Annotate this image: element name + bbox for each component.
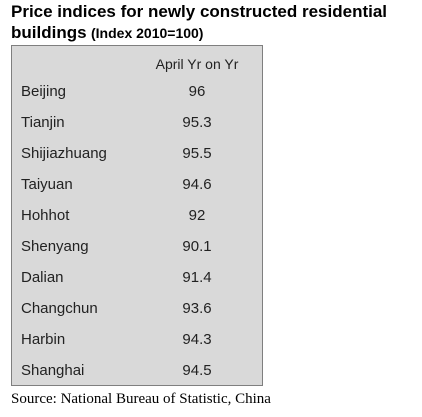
table-row: Changchun 93.6 — [12, 294, 262, 325]
index-value: 92 — [188, 207, 206, 224]
chart-title-main: Price indices for newly constructed resi… — [11, 2, 388, 42]
chart-title: Price indices for newly constructed resi… — [11, 2, 421, 44]
city-label: Taiyuan — [21, 176, 73, 193]
city-label: Shanghai — [21, 362, 85, 379]
city-label: Shenyang — [21, 238, 89, 255]
index-value: 90.1 — [182, 238, 212, 255]
index-value: 94.5 — [182, 362, 212, 379]
city-label: Beijing — [21, 83, 67, 100]
table-row: Taiyuan 94.6 — [12, 170, 262, 201]
city-label: Harbin — [21, 331, 66, 348]
city-label: Hohhot — [21, 207, 70, 224]
index-value: 96 — [188, 83, 206, 100]
table-row: Shijiazhuang 95.5 — [12, 139, 262, 170]
data-table: April Yr on Yr Beijing 96 Tianjin 95.3 Shiji… — [11, 45, 263, 386]
city-label: Dalian — [21, 269, 64, 286]
index-value: 91.4 — [182, 269, 212, 286]
chart-subtitle: (Index 2010=100) — [91, 25, 204, 41]
city-label: Tianjin — [21, 114, 65, 131]
city-label: Changchun — [21, 300, 98, 317]
table-row: Dalian 91.4 — [12, 263, 262, 294]
city-label: Shijiazhuang — [21, 145, 107, 162]
table-row: Shenyang 90.1 — [12, 232, 262, 263]
source-note: Source: National Bureau of Statistic, Ch… — [11, 391, 271, 407]
table-row: Harbin 94.3 — [12, 325, 262, 356]
column-header: April Yr on Yr — [155, 56, 239, 72]
index-value: 94.6 — [182, 176, 212, 193]
table-row: Shanghai 94.5 — [12, 356, 262, 387]
table-row: Tianjin 95.3 — [12, 108, 262, 139]
table-row: Beijing 96 — [12, 77, 262, 108]
table-row: Hohhot 92 — [12, 201, 262, 232]
index-value: 95.3 — [182, 114, 212, 131]
index-value: 94.3 — [182, 331, 212, 348]
index-value: 95.5 — [182, 145, 212, 162]
index-value: 93.6 — [182, 300, 212, 317]
